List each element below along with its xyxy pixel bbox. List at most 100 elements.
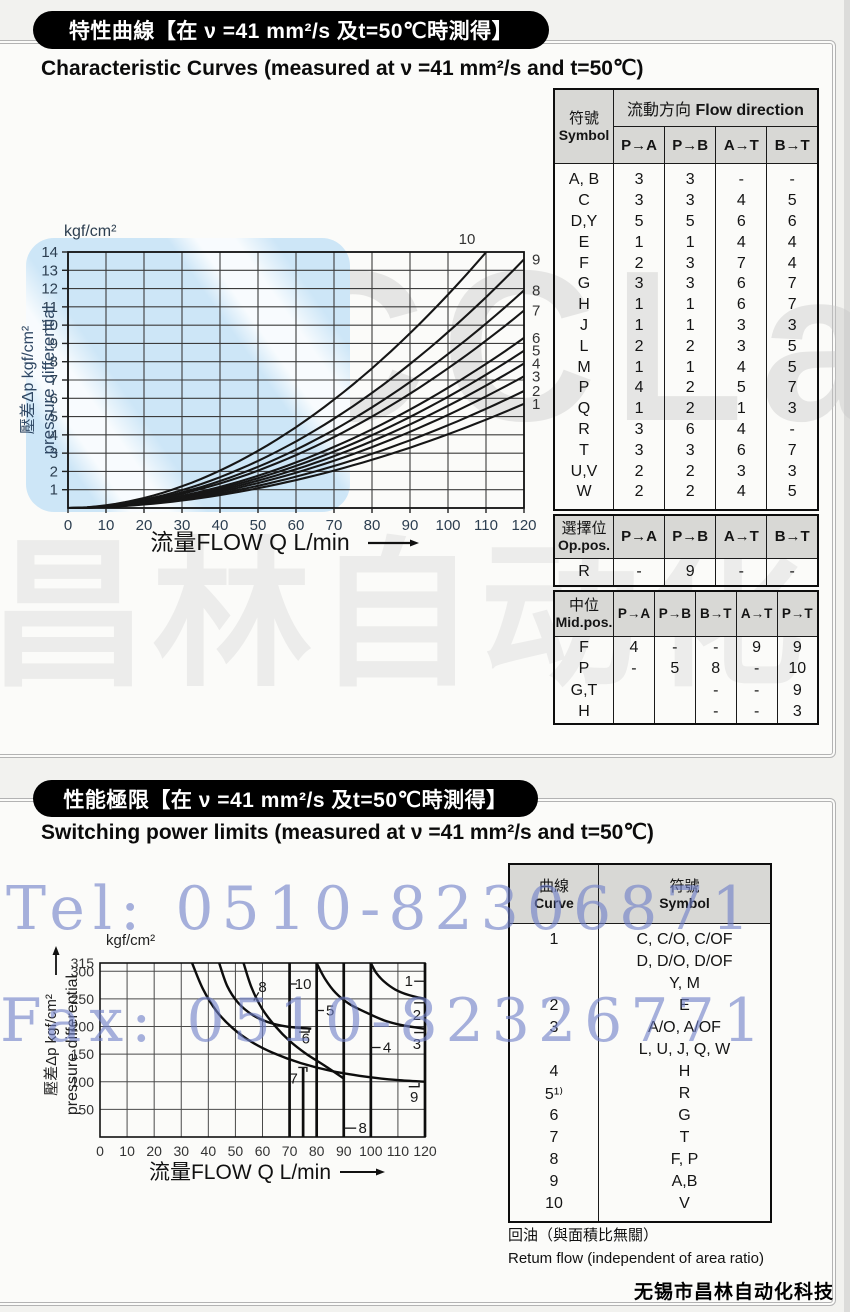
curve-table-row: 10 V (508, 1193, 772, 1222)
value-cell: - (715, 163, 768, 191)
value-cell: 2 (664, 336, 717, 358)
value-cell: 4 (715, 190, 768, 212)
svg-text:200: 200 (71, 1019, 95, 1035)
svg-text:3: 3 (50, 445, 58, 462)
svg-text:70: 70 (282, 1143, 298, 1159)
value-cell: - (715, 558, 768, 586)
svg-text:70: 70 (326, 517, 343, 534)
svg-text:12: 12 (41, 281, 58, 298)
curve-table-row: 3 A/O, A/OF (508, 1017, 772, 1039)
mid-pos-header: 中位 Mid.pos. (553, 590, 614, 637)
page-edge-shading (844, 0, 850, 1312)
svg-text:50: 50 (228, 1143, 244, 1159)
value-cell: 1 (612, 398, 666, 420)
symbol-header: 符號 Symbol (553, 88, 614, 164)
svg-text:20: 20 (146, 1143, 162, 1159)
value-cell: 1 (664, 357, 717, 378)
symbol-cell: R (553, 419, 614, 441)
curve-3 (315, 962, 426, 1030)
mid-pos-header-row: 中位 Mid.pos. P→A P→B B→T A→T P→T (553, 590, 819, 637)
svg-text:7: 7 (289, 1070, 297, 1087)
svg-text:流量FLOW Q L/min: 流量FLOW Q L/min (150, 529, 349, 555)
curve-number-cell: 2 (508, 995, 599, 1017)
value-cell: 7 (766, 294, 819, 316)
value-cell: 4 (715, 419, 768, 441)
section1-title-pill: 特性曲線【在 ν =41 mm²/s 及t=50℃時測得】 (33, 11, 549, 49)
value-cell: 2 (664, 461, 717, 482)
svg-text:100: 100 (359, 1143, 383, 1159)
curve-table-row: 5¹⁾ R (508, 1083, 772, 1105)
symbol-cell: Q (553, 398, 614, 420)
value-cell: 2 (612, 461, 666, 482)
value-cell: 4 (715, 481, 768, 510)
value-cell: 4 (766, 253, 819, 274)
symbol-list-cell: H (598, 1061, 772, 1083)
curve-col-header: 曲線 Curve (508, 863, 599, 924)
svg-text:4: 4 (50, 427, 58, 444)
value-cell: 7 (766, 377, 819, 399)
svg-text:6: 6 (532, 330, 540, 347)
symbol-cell: C (553, 190, 614, 212)
company-footer: 无锡市昌林自动化科技 (633, 1282, 834, 1303)
direction-column-header: P→B (664, 126, 717, 164)
symbol-cell: A, B (553, 163, 614, 191)
svg-text:50: 50 (250, 517, 267, 534)
svg-text:60: 60 (288, 517, 305, 534)
symbol-header-en: Symbol (558, 127, 610, 143)
op-pos-header: 選擇位 Op.pos. (553, 514, 614, 559)
curve-9 (67, 258, 525, 510)
svg-text:10: 10 (41, 317, 58, 334)
svg-text:60: 60 (255, 1143, 271, 1159)
svg-text:110: 110 (474, 517, 498, 534)
flow-table-row: D,Y 5 5 6 6 (553, 211, 819, 233)
value-cell: 6 (715, 273, 768, 295)
curve-col-header-en: Curve (534, 894, 574, 911)
svg-text:40: 40 (201, 1143, 217, 1159)
svg-text:90: 90 (336, 1143, 352, 1159)
value-cell: 5 (766, 481, 819, 510)
symbol-cell: J (553, 315, 614, 337)
value-cell (653, 701, 696, 724)
value-cell: 9 (776, 679, 819, 702)
svg-text:2: 2 (413, 1007, 421, 1024)
svg-text:120: 120 (511, 517, 536, 534)
svg-text:3: 3 (532, 368, 540, 385)
svg-text:1: 1 (532, 396, 540, 413)
svg-text:0: 0 (96, 1143, 104, 1159)
curve-8 (242, 962, 345, 1080)
svg-text:30: 30 (173, 1143, 189, 1159)
mid-pos-row: G,T - -9 (553, 679, 819, 702)
value-cell: 6 (715, 294, 768, 316)
value-cell: 3 (715, 461, 768, 482)
svg-text:1: 1 (50, 482, 58, 499)
svg-text:30: 30 (174, 517, 191, 534)
svg-text:4: 4 (383, 1040, 391, 1057)
curve-number-cell: 4 (508, 1061, 599, 1083)
value-cell: - (694, 636, 737, 659)
symbol-cell: G (553, 273, 614, 295)
svg-text:8: 8 (359, 1120, 367, 1137)
value-cell: - (766, 163, 819, 191)
svg-text:110: 110 (387, 1143, 410, 1159)
direction-column-header: B→T (766, 126, 819, 164)
value-cell: 3 (776, 701, 819, 724)
curve-table-body: 1 C, C/O, C/OF D, D/O, D/OF Y, M 2 E 3 A/O, A/O… (508, 923, 772, 1222)
curve-number-cell: 1 (508, 923, 599, 951)
symbol-cell: L (553, 336, 614, 358)
symbol-cell: H (553, 294, 614, 316)
value-cell: 2 (612, 336, 666, 358)
svg-text:0: 0 (64, 517, 72, 534)
section2-subtitle: Switching power limits (measured at ν =4… (41, 821, 654, 844)
value-cell: 1 (664, 232, 717, 254)
svg-text:5: 5 (532, 343, 540, 360)
value-cell: 1 (612, 294, 666, 316)
